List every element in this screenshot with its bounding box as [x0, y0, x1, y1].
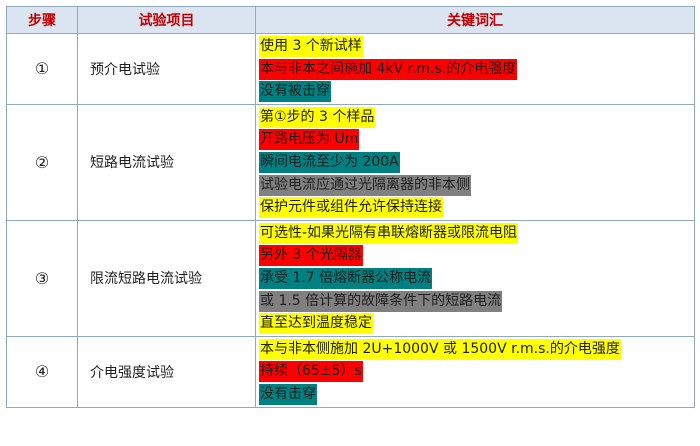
keywords-cell: 使用 3 个新试样 本与非本之间施加 4kV r.m.s.的介电强度 没有被击穿 [255, 33, 695, 105]
keyword-highlight: 持续（65±5）s [259, 361, 363, 383]
keyword-highlight: 本与非本之间施加 4kV r.m.s.的介电强度 [259, 58, 518, 80]
keyword-highlight: 保护元件或组件允许保持连接 [259, 197, 443, 219]
keyword-highlight: 使用 3 个新试样 [259, 36, 363, 57]
test-table-wrapper: 步骤 试验项目 关键词汇 ① 预介电试验 使用 3 个新试样 本与非本之间施加 … [6, 6, 695, 408]
keyword-highlight: 承受 1.7 倍熔断器公称电流 [259, 267, 433, 289]
table-row: ③ 限流短路电流试验 可选性-如果光隔有串联熔断器或限流电阻 另外 3 个光隔器… [6, 219, 695, 337]
test-item-name: 介电强度试验 [77, 335, 256, 408]
test-item-name: 预介电试验 [77, 33, 256, 105]
test-item-name: 短路电流试验 [77, 103, 256, 221]
step-number: ④ [6, 335, 78, 408]
step-number: ① [6, 33, 78, 105]
keywords-cell: 本与非本侧施加 2U+1000V 或 1500V r.m.s.的介电强度 持续（… [255, 335, 695, 408]
keyword-highlight: 试验电流应通过光隔离器的非本侧 [259, 174, 471, 196]
keywords-cell: 第①步的 3 个样品 开路电压为 Um 瞬间电流至少为 200A 试验电流应通过… [255, 103, 695, 221]
keyword-highlight: 第①步的 3 个样品 [259, 106, 376, 128]
keywords-cell: 可选性-如果光隔有串联熔断器或限流电阻 另外 3 个光隔器 承受 1.7 倍熔断… [255, 219, 695, 337]
keyword-highlight: 本与非本侧施加 2U+1000V 或 1500V r.m.s.的介电强度 [259, 338, 621, 360]
table-row: ④ 介电强度试验 本与非本侧施加 2U+1000V 或 1500V r.m.s.… [6, 335, 695, 408]
keyword-highlight: 没有被击穿 [259, 81, 331, 103]
test-item-name: 限流短路电流试验 [77, 219, 256, 337]
header-step: 步骤 [6, 6, 78, 34]
keyword-highlight: 另外 3 个光隔器 [259, 245, 363, 267]
keyword-highlight: 开路电压为 Um [259, 129, 360, 151]
keyword-highlight: 可选性-如果光隔有串联熔断器或限流电阻 [259, 222, 519, 244]
header-keywords: 关键词汇 [255, 6, 695, 34]
keyword-highlight: 瞬间电流至少为 200A [259, 151, 400, 173]
table-row: ② 短路电流试验 第①步的 3 个样品 开路电压为 Um 瞬间电流至少为 200… [6, 103, 695, 221]
keyword-highlight: 没有击穿 [259, 383, 317, 405]
step-number: ② [6, 103, 78, 221]
keyword-highlight: 直至达到温度稳定 [259, 313, 373, 335]
table-row: ① 预介电试验 使用 3 个新试样 本与非本之间施加 4kV r.m.s.的介电… [6, 33, 695, 105]
table-header-row: 步骤 试验项目 关键词汇 [6, 6, 695, 34]
keyword-highlight: 或 1.5 倍计算的故障条件下的短路电流 [259, 290, 503, 312]
test-steps-table: 步骤 试验项目 关键词汇 ① 预介电试验 使用 3 个新试样 本与非本之间施加 … [6, 6, 695, 408]
header-test-item: 试验项目 [77, 6, 256, 34]
step-number: ③ [6, 219, 78, 337]
